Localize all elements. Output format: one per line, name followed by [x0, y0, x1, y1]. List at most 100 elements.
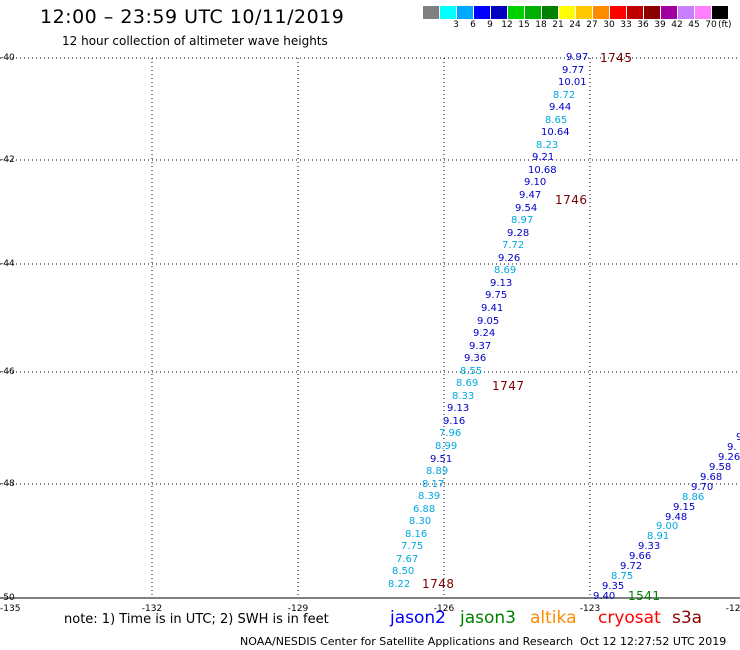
- color-legend-labels: 3 6 9 12 15 18 21 24 27 30 33 36 39 42 45 70: [422, 20, 732, 34]
- swh-value: 9.13: [447, 403, 470, 414]
- swh-value: 9.54: [515, 203, 538, 214]
- swh-value: 8.55: [460, 366, 483, 377]
- swh-value: 8.69: [494, 265, 517, 276]
- footer-timestamp: Oct 12 12:27:52 UTC 2019: [580, 635, 727, 648]
- swh-value: 8.99: [435, 441, 458, 452]
- swh-value: 8.16: [405, 529, 428, 540]
- legend-tick-label: 18: [535, 20, 547, 30]
- latitude-label: -50: [0, 593, 15, 603]
- longitude-label: -123: [579, 604, 601, 614]
- swh-value: 8.23: [536, 140, 559, 151]
- page-subtitle: 12 hour collection of altimeter wave hei…: [62, 34, 328, 48]
- swh-value: 8.39: [418, 491, 441, 502]
- swh-value: 9.68: [700, 472, 723, 483]
- legend-swatch: [490, 6, 507, 19]
- legend-tick-label: 45: [688, 20, 700, 30]
- swh-value: 7.72: [502, 240, 525, 251]
- legend-tick-label: 6: [470, 20, 476, 30]
- legend-swatch: [677, 6, 694, 19]
- longitude-label: -129: [287, 604, 309, 614]
- pass-time-label: 1747: [492, 379, 525, 393]
- swh-value: 9.36: [464, 353, 487, 364]
- swh-value: 9.51: [430, 454, 453, 465]
- swh-value: 7.75: [401, 541, 424, 552]
- swh-value: 10.64: [541, 127, 570, 138]
- legend-swatch: [541, 6, 558, 19]
- legend-tick-label: 21: [552, 20, 564, 30]
- latitude-label: -40: [0, 53, 15, 63]
- latitude-label: -44: [0, 259, 15, 269]
- legend-tick-label: 30: [603, 20, 615, 30]
- satellite-label: cryosat: [598, 608, 661, 628]
- legend-swatch: [524, 6, 541, 19]
- swh-value: 8.91: [647, 531, 670, 542]
- satellite-label: jason3: [460, 608, 516, 628]
- swh-value: 9.44: [549, 102, 572, 113]
- swh-value: 10.68: [528, 165, 557, 176]
- longitude-label: -132: [141, 604, 163, 614]
- latitude-label: -42: [0, 155, 15, 165]
- latitude-label: -48: [0, 479, 15, 489]
- swh-value: 9.24: [473, 328, 496, 339]
- pass-time-label: 1746: [555, 193, 588, 207]
- legend-swatch: [422, 6, 439, 19]
- swh-value: 9.33: [638, 541, 661, 552]
- legend-swatch: [558, 6, 575, 19]
- swh-value: 8.33: [452, 391, 475, 402]
- swh-value: 8.75: [611, 571, 634, 582]
- legend-tick-label: 42: [671, 20, 683, 30]
- swh-value: 9.37: [469, 341, 492, 352]
- legend-swatch: [473, 6, 490, 19]
- swh-value: 9.48: [665, 512, 688, 523]
- footer-credit: NOAA/NESDIS Center for Satellite Applica…: [240, 635, 574, 648]
- pass-time-label: 1541: [628, 589, 661, 603]
- legend-tick-label: 39: [654, 20, 666, 30]
- swh-value: 9.10: [524, 177, 547, 188]
- satellite-label: jason2: [390, 608, 446, 628]
- page-title: 12:00 – 23:59 UTC 10/11/2019: [40, 6, 345, 28]
- swh-value: 9.40: [593, 591, 616, 602]
- swh-value: 9.35: [602, 581, 625, 592]
- legend-swatch: [456, 6, 473, 19]
- legend-tick-label: 70: [705, 20, 717, 30]
- legend-tick-label: 27: [586, 20, 598, 30]
- legend-swatch: [694, 6, 711, 19]
- legend-tick-label: 3: [453, 20, 459, 30]
- swh-value: 9.97: [566, 52, 589, 63]
- swh-value: 9.28: [507, 228, 530, 239]
- swh-value: 7.67: [396, 554, 419, 565]
- swh-value: 8.86: [682, 492, 705, 503]
- swh-value: 9.26: [718, 452, 740, 463]
- swh-value: 9.70: [691, 482, 714, 493]
- legend-tick-label: 12: [501, 20, 513, 30]
- legend-unit: (ft): [718, 20, 732, 30]
- swh-value: 10.01: [558, 77, 587, 88]
- swh-value: 9.58: [709, 462, 732, 473]
- legend-tick-label: 9: [487, 20, 493, 30]
- longitude-label: -126: [433, 604, 455, 614]
- swh-value: 7.96: [439, 428, 462, 439]
- swh-value: 9.16: [443, 416, 466, 427]
- legend-swatch: [643, 6, 660, 19]
- legend-swatch: [507, 6, 524, 19]
- swh-value: 9.15: [673, 502, 696, 513]
- legend-swatch: [711, 6, 728, 19]
- swh-value: 8.97: [511, 215, 534, 226]
- swh-value: 9.13: [490, 278, 513, 289]
- swh-value: 9.66: [629, 551, 652, 562]
- legend-swatch: [439, 6, 456, 19]
- swh-value: 9.47: [519, 190, 542, 201]
- swh-value: 9.00: [656, 521, 679, 532]
- swh-value: 8.89: [426, 466, 449, 477]
- footnote: note: 1) Time is in UTC; 2) SWH is in fe…: [64, 612, 329, 627]
- swh-value: 8.65: [545, 115, 568, 126]
- swh-value: 9.26: [498, 253, 521, 264]
- swh-value: 9.21: [532, 152, 555, 163]
- swh-value: 6.88: [413, 504, 436, 515]
- legend-swatch: [592, 6, 609, 19]
- legend-swatch: [575, 6, 592, 19]
- longitude-label: -120: [725, 604, 740, 614]
